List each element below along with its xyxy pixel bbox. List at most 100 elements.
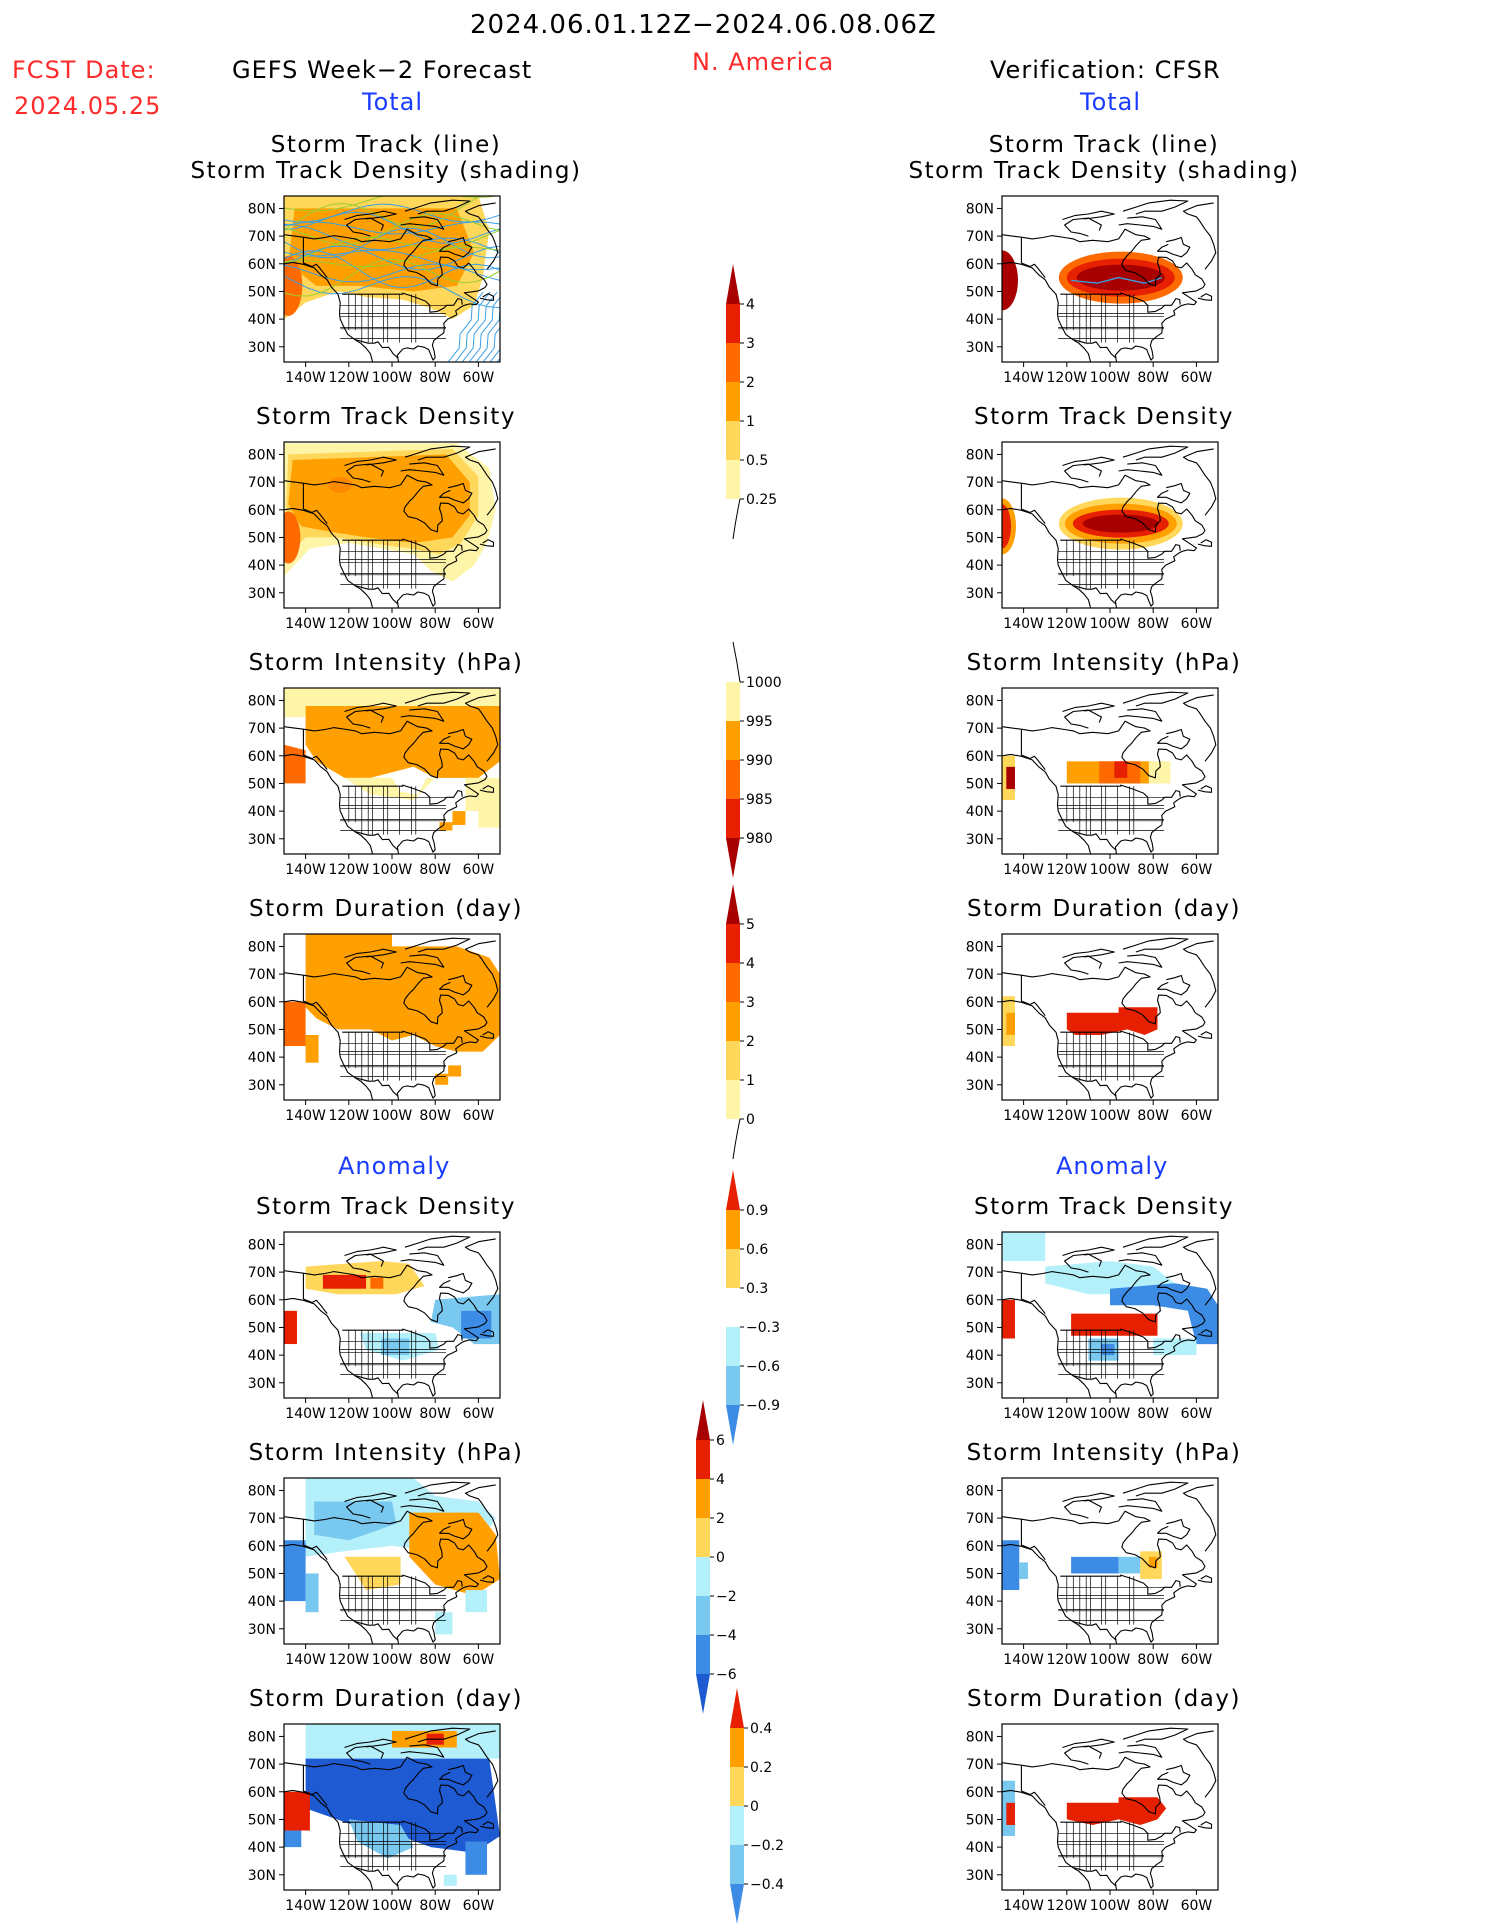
lon-tick-label: 100W bbox=[1090, 1652, 1131, 1668]
shaded-region bbox=[344, 1556, 401, 1591]
lat-tick-label: 80N bbox=[966, 1237, 994, 1253]
coastline bbox=[1064, 1499, 1102, 1519]
coastline bbox=[342, 1328, 463, 1349]
lon-tick-label: 100W bbox=[1090, 370, 1131, 386]
coastline bbox=[438, 728, 473, 750]
coastline bbox=[464, 940, 499, 1008]
shaded-cell bbox=[1118, 1556, 1141, 1574]
lon-tick-label: 100W bbox=[372, 616, 413, 632]
coastline bbox=[1064, 955, 1102, 975]
shading-layer bbox=[1002, 250, 1183, 311]
colorbar-label: 0 bbox=[750, 1799, 759, 1815]
coastline bbox=[342, 1030, 463, 1051]
coastline bbox=[1118, 216, 1163, 230]
coastline bbox=[302, 1765, 328, 1806]
colorbar-label: 995 bbox=[746, 714, 773, 730]
lon-tick-label: 140W bbox=[1003, 1108, 1044, 1124]
coastline bbox=[400, 1498, 445, 1512]
storm-track-line bbox=[454, 291, 491, 362]
lat-tick-label: 50N bbox=[248, 1320, 276, 1336]
coastline bbox=[1118, 1498, 1163, 1512]
coastline bbox=[1197, 1329, 1213, 1337]
coastline bbox=[342, 292, 463, 313]
coastline bbox=[1002, 1264, 1206, 1398]
coastline bbox=[464, 448, 499, 516]
lon-tick-label: 100W bbox=[372, 1406, 413, 1422]
colorbar-label: 1 bbox=[746, 1073, 755, 1089]
lat-tick-label: 30N bbox=[966, 1376, 994, 1392]
coastline bbox=[1182, 940, 1217, 1008]
lon-tick-label: 100W bbox=[1090, 616, 1131, 632]
colorbar-density-anomaly: 0.9 0.6 0.3 −0.3 −0.6 −0.9 bbox=[726, 1170, 780, 1445]
coastline bbox=[355, 831, 399, 851]
coastline bbox=[1060, 1820, 1181, 1841]
coastline bbox=[1073, 1077, 1117, 1097]
storm-track-line bbox=[284, 246, 500, 298]
storm-track-line bbox=[284, 258, 500, 313]
coastline bbox=[284, 966, 488, 1100]
density-blob bbox=[1002, 504, 1011, 549]
region-title: N. America bbox=[692, 48, 835, 76]
lat-tick-label: 30N bbox=[966, 1622, 994, 1638]
lon-tick-label: 140W bbox=[285, 1898, 326, 1914]
colorbar-segment bbox=[726, 963, 740, 1002]
colorbar-segment bbox=[726, 1080, 740, 1119]
colorbar-duration-total: 5 4 3 2 1 0 bbox=[726, 884, 755, 1160]
coastline bbox=[1118, 954, 1163, 968]
coastline bbox=[302, 237, 328, 278]
colorbar-label: −0.9 bbox=[746, 1398, 780, 1414]
storm-track-line bbox=[284, 196, 483, 253]
coastline bbox=[1118, 1744, 1163, 1758]
coastline bbox=[1118, 462, 1163, 476]
lat-tick-label: 40N bbox=[248, 312, 276, 328]
shaded-cell bbox=[452, 811, 466, 825]
coastline bbox=[479, 539, 495, 547]
storm-track-line bbox=[496, 357, 500, 362]
storm-track-line bbox=[1071, 276, 1163, 284]
coastline bbox=[1062, 1492, 1115, 1503]
shaded-cell bbox=[478, 805, 500, 828]
coastline bbox=[302, 975, 328, 1016]
shaded-cell bbox=[305, 1573, 319, 1613]
colorbar-segment bbox=[726, 1002, 740, 1041]
colorbar-segment bbox=[730, 1728, 744, 1767]
coastline bbox=[342, 538, 463, 559]
coastline bbox=[1073, 339, 1117, 359]
storm-track-line bbox=[468, 296, 500, 362]
title-l7: Storm Duration (day) bbox=[249, 1686, 523, 1712]
coastline bbox=[342, 1574, 463, 1595]
coastline bbox=[1073, 831, 1117, 851]
density-blob bbox=[284, 511, 301, 564]
lon-tick-label: 120W bbox=[329, 1898, 370, 1914]
shading-layer bbox=[284, 1478, 500, 1635]
lon-tick-label: 140W bbox=[285, 1108, 326, 1124]
colorbar-label: 0.9 bbox=[746, 1203, 768, 1219]
title-l2: Storm Track Density bbox=[256, 404, 516, 430]
lon-tick-label: 140W bbox=[285, 370, 326, 386]
lat-tick-label: 30N bbox=[966, 832, 994, 848]
shaded-region bbox=[284, 744, 306, 784]
coastline bbox=[400, 216, 445, 230]
lat-tick-label: 60N bbox=[966, 257, 994, 273]
title-l3: Storm Intensity (hPa) bbox=[248, 650, 524, 676]
shaded-cell bbox=[284, 1310, 297, 1345]
lat-tick-label: 60N bbox=[248, 503, 276, 519]
map-forecast-duration-anomaly: 80N 70N 60N 50N 40N 30N 140W 120W 100W 80W 60W bbox=[248, 1723, 501, 1914]
lon-tick-label: 60W bbox=[1181, 1108, 1213, 1124]
shaded-cell bbox=[465, 1590, 488, 1613]
coastline bbox=[1002, 999, 1092, 1100]
lat-tick-label: 50N bbox=[966, 1320, 994, 1336]
coastline bbox=[400, 708, 445, 722]
colorbar-segment bbox=[696, 1479, 710, 1518]
lat-tick-label: 80N bbox=[248, 1729, 276, 1745]
coastline bbox=[479, 1575, 495, 1583]
lat-tick-label: 40N bbox=[966, 1594, 994, 1610]
lon-tick-label: 60W bbox=[463, 1108, 495, 1124]
coastline bbox=[1122, 937, 1189, 953]
colorbar-segment bbox=[726, 682, 740, 721]
storm-track-line bbox=[504, 292, 539, 362]
lon-tick-label: 80W bbox=[419, 1652, 451, 1668]
shaded-region bbox=[348, 1819, 414, 1859]
coastline bbox=[1197, 785, 1213, 793]
coastline bbox=[1197, 1575, 1213, 1583]
